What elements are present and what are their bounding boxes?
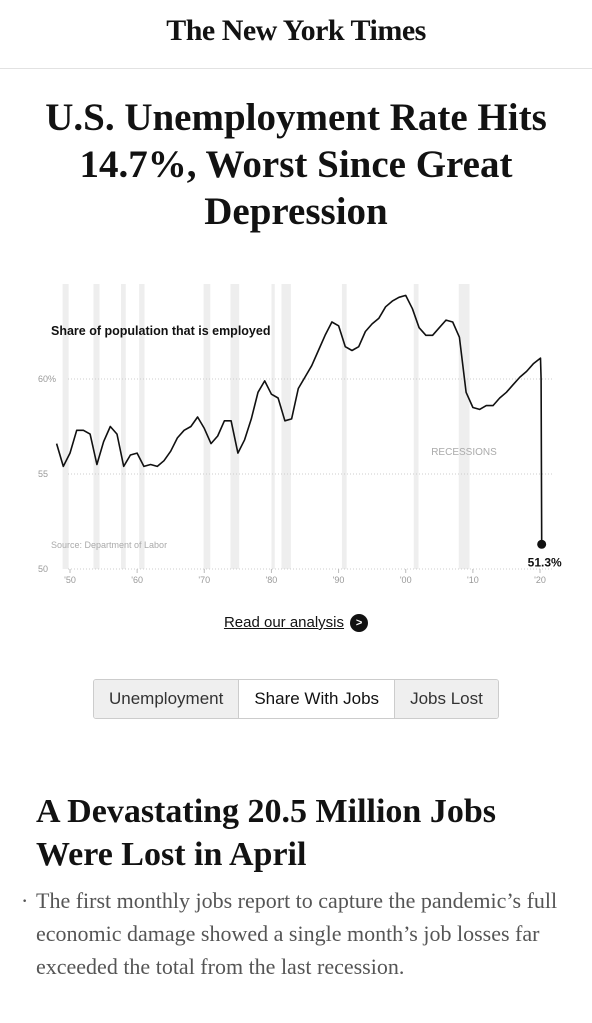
recession-band (230, 284, 240, 569)
tab[interactable]: Share With Jobs (238, 680, 395, 718)
end-point (537, 539, 547, 549)
y-tick-label: 50 (38, 564, 48, 574)
value-label: 51.3% (528, 555, 562, 569)
recession-band (62, 284, 69, 569)
tab[interactable]: Unemployment (94, 680, 239, 718)
x-tick-label: '50 (64, 575, 76, 585)
recession-band (93, 284, 100, 569)
x-tick-label: '60 (131, 575, 143, 585)
x-tick-label: '10 (467, 575, 479, 585)
line (55, 294, 543, 545)
article-summary: The first monthly jobs report to capture… (36, 888, 558, 979)
header-rule (0, 68, 592, 69)
x-tick-label: '90 (333, 575, 345, 585)
x-tick-label: '20 (534, 575, 546, 585)
x-tick-label: '00 (400, 575, 412, 585)
x-tick-label: '70 (198, 575, 210, 585)
chart-label: Share of population that is employed (51, 324, 270, 338)
x-tick-label: '80 (266, 575, 278, 585)
chart: RECESSIONS 50 55 60% '50 '60 '70 '80 '90 '00 '10 '2… (38, 284, 562, 585)
recession-band (458, 284, 470, 569)
source: Source: Department of Labor (51, 540, 167, 550)
recession-band (281, 284, 291, 569)
y-tick-label: 55 (38, 469, 48, 479)
recession-band (203, 284, 211, 569)
tab-bar: Unemployment Share With Jobs Jobs Lost (93, 679, 499, 719)
article-title[interactable]: A Devastating 20.5 Million Jobs Were Los… (36, 793, 496, 873)
logo[interactable]: The New York Times (166, 14, 426, 47)
recession-band (139, 284, 145, 569)
bullet: · (21, 888, 29, 913)
recession-band (271, 284, 275, 569)
y-tick-label: 60% (38, 374, 56, 384)
headline: U.S. Unemployment Rate Hits 14.7%, Worst… (45, 96, 547, 233)
recession-band (341, 284, 347, 569)
tab[interactable]: Jobs Lost (394, 680, 498, 718)
recessions-label: RECESSIONS (431, 447, 497, 458)
link-text[interactable]: Read our analysis (223, 614, 345, 631)
recession-band (121, 284, 126, 569)
analysis-link[interactable]: Read our analysis > (0, 614, 592, 633)
recession-band (413, 284, 419, 569)
link-icon[interactable]: > (350, 614, 369, 633)
